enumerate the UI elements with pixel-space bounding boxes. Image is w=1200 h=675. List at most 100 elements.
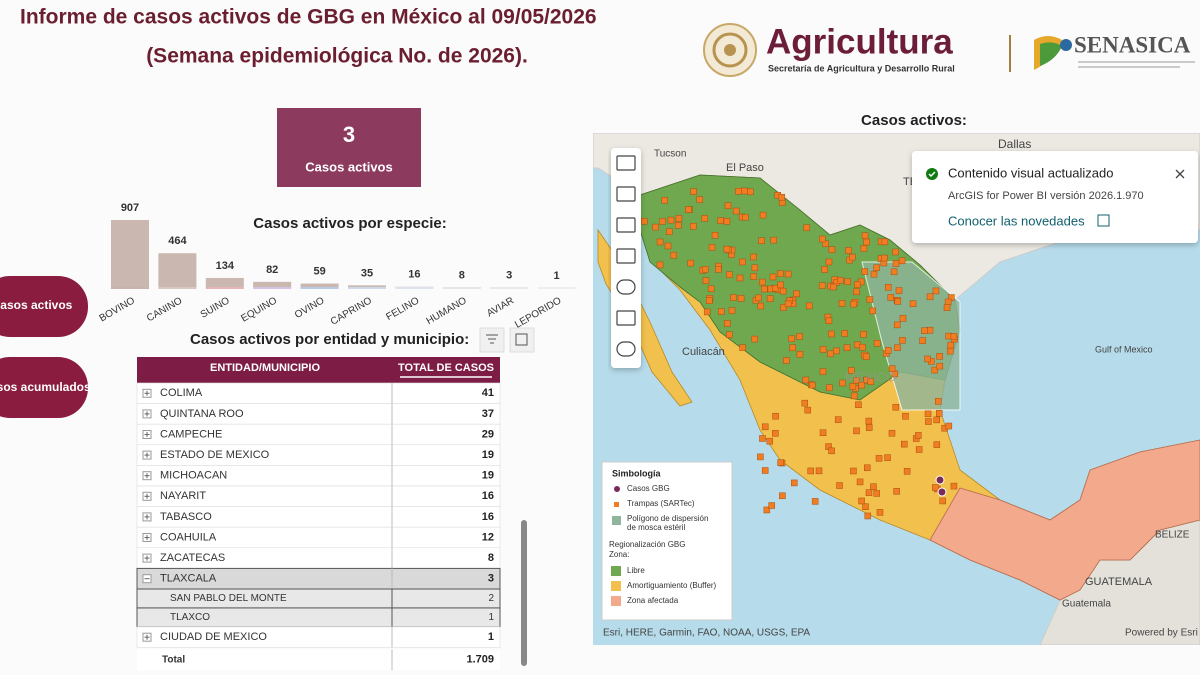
trap-marker — [819, 368, 827, 375]
trap-marker — [690, 222, 697, 230]
trap-marker — [790, 479, 798, 487]
row-label: TABASCO — [160, 511, 212, 523]
map-title: Casos activos: — [861, 112, 967, 129]
legend-swatch — [611, 581, 621, 591]
trap-marker — [735, 188, 742, 195]
legend-label: Amortiguamiento (Buffer) — [627, 581, 717, 590]
trap-marker — [761, 467, 769, 474]
legend-symbol — [614, 502, 619, 507]
trap-marker — [687, 259, 694, 267]
nav-button[interactable] — [0, 357, 88, 418]
kpi-value: 3 — [343, 122, 355, 147]
trap-marker — [777, 281, 784, 289]
trap-marker — [796, 333, 803, 340]
trap-marker — [789, 344, 796, 352]
bar-value-label: 16 — [408, 269, 420, 281]
trap-marker — [825, 258, 833, 266]
trap-marker — [887, 294, 895, 301]
map-tool-button[interactable] — [616, 279, 636, 295]
trap-marker — [893, 321, 901, 329]
trap-marker — [736, 274, 744, 282]
trap-marker — [902, 412, 909, 420]
bar — [111, 220, 149, 288]
trap-marker — [701, 215, 708, 222]
map-tool-button[interactable] — [616, 341, 636, 357]
trap-marker — [858, 381, 865, 389]
row-label: ESTADO DE MEXICO — [160, 449, 270, 461]
legend-swatch — [611, 566, 621, 576]
table-total-row — [137, 649, 500, 671]
trap-marker — [796, 351, 804, 358]
trap-marker — [759, 278, 766, 286]
legend-label-line: Polígono de dispersión — [627, 514, 708, 523]
map-tool-button[interactable] — [616, 155, 636, 171]
trap-marker — [828, 330, 835, 338]
notification-close[interactable] — [1175, 169, 1185, 179]
trap-marker — [865, 489, 873, 496]
nav-button[interactable] — [0, 276, 88, 337]
trap-marker — [892, 403, 900, 411]
row-value: 16 — [482, 490, 494, 502]
logo-agricultura-sub: Secretaría de Agricultura y Desarrollo R… — [768, 63, 955, 73]
map-place-label: Guatemala — [1062, 599, 1111, 610]
legend-label: Trampas (SARTec) — [627, 499, 695, 508]
trap-marker — [763, 506, 771, 514]
trap-marker — [884, 284, 892, 291]
logo-senasica: SENASICA — [1074, 32, 1191, 57]
trap-marker — [853, 288, 860, 296]
nav-button-label[interactable]: Casos acumulados — [0, 380, 91, 394]
trap-marker — [862, 353, 870, 360]
trap-marker — [933, 416, 940, 424]
filter-icon[interactable] — [479, 327, 505, 353]
x-tick-label: OVINO — [293, 295, 327, 321]
map-place-label: BELIZE — [1155, 530, 1190, 541]
bar — [253, 281, 292, 288]
trap-marker — [875, 455, 883, 462]
table-scrollbar[interactable] — [521, 520, 527, 666]
total-value: 1.709 — [466, 654, 494, 666]
bar — [158, 253, 197, 288]
x-tick-label: HUMANO — [425, 295, 469, 327]
notification-version: ArcGIS for Power BI versión 2026.1.970 — [948, 190, 1144, 202]
legend-symbol — [614, 486, 620, 492]
map-tool-button[interactable] — [616, 186, 636, 202]
trap-marker — [858, 497, 865, 505]
focus-icon[interactable] — [509, 327, 535, 353]
trap-marker — [924, 355, 931, 363]
notification-icon-check — [928, 171, 936, 178]
trap-marker — [859, 343, 866, 351]
trap-marker — [884, 347, 892, 354]
trap-marker — [739, 344, 746, 351]
trap-marker — [909, 300, 917, 308]
map-tool-button[interactable] — [616, 248, 636, 264]
trap-marker — [675, 215, 683, 222]
row-label: TLAXCALA — [160, 573, 217, 585]
trap-marker — [750, 273, 758, 280]
trap-marker — [932, 287, 940, 295]
trap-marker — [784, 270, 792, 278]
trap-marker — [758, 237, 765, 244]
trap-marker — [924, 410, 932, 418]
map-tool-button[interactable] — [616, 310, 636, 326]
trap-marker — [833, 347, 840, 355]
table-row[interactable] — [136, 626, 501, 648]
bar — [300, 283, 339, 288]
trap-marker — [766, 295, 774, 302]
trap-marker — [944, 298, 952, 306]
trap-marker — [801, 399, 809, 407]
trap-marker — [843, 344, 851, 351]
trap-marker — [826, 384, 833, 392]
nav-button-label[interactable]: Casos activos — [0, 298, 73, 312]
trap-marker — [759, 211, 767, 219]
row-value: 19 — [482, 470, 494, 482]
legend-box — [601, 461, 733, 621]
row-label: NAYARIT — [160, 490, 206, 502]
trap-marker — [856, 478, 864, 486]
bar-value-label: 82 — [266, 264, 278, 276]
notification-link[interactable]: Conocer las novedades — [948, 213, 1085, 228]
row-label: MICHOACAN — [160, 470, 227, 482]
trap-marker — [751, 335, 759, 343]
trap-marker — [818, 282, 826, 289]
map-tool-button[interactable] — [616, 217, 636, 233]
